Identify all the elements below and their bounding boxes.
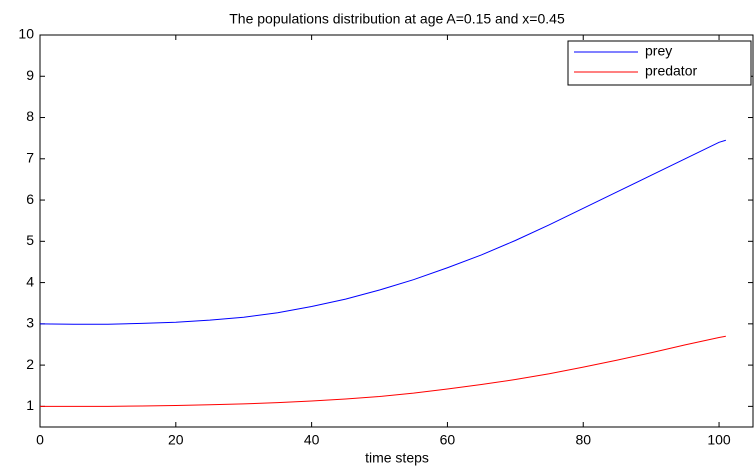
y-tick-label: 8 [26,108,34,124]
y-tick-label: 4 [26,273,34,289]
y-tick-label: 6 [26,191,34,207]
y-tick-label: 2 [26,356,34,372]
y-tick-label: 9 [26,67,34,83]
data-line [40,335,726,407]
legend-label: prey [645,43,672,59]
y-tick-label: 1 [26,397,34,413]
x-axis-label: time steps [365,450,429,466]
y-tick-label: 3 [26,315,34,331]
x-tick-label: 100 [707,432,731,448]
y-tick-label: 5 [26,232,34,248]
chart-title: The populations distribution at age A=0.… [229,11,565,27]
plot-area [39,34,754,428]
legend-box [567,40,752,86]
y-tick-label: 10 [18,26,34,42]
x-tick-label: 80 [575,432,591,448]
x-tick-label: 40 [304,432,320,448]
y-tick-label: 7 [26,149,34,165]
data-line [39,139,726,325]
x-tick-label: 20 [168,432,184,448]
legend-label: predator [645,63,697,79]
x-tick-label: 60 [440,432,456,448]
x-tick-label: 0 [36,432,44,448]
